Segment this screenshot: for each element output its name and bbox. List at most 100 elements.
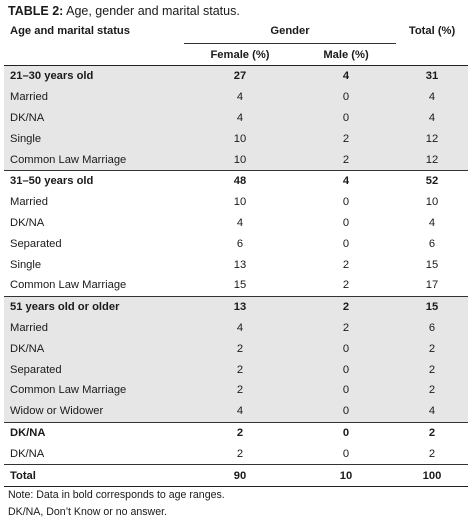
total-cell: 2	[396, 359, 469, 380]
total-cell: 4	[396, 400, 469, 423]
row-label-cell: 21–30 years old	[4, 65, 184, 87]
male-cell: 0	[342, 196, 350, 209]
male-cell: 0	[296, 379, 397, 401]
female-cell: 6	[236, 237, 244, 250]
age-group-row: DK/NA 2 0 2	[4, 421, 469, 444]
row-label-cell: Common Law Marriage	[4, 379, 184, 401]
row-label-cell: Widow or Widower	[4, 400, 184, 423]
table-row: Married 10 0 10	[4, 192, 468, 213]
female-cell: 10	[233, 196, 247, 209]
male-cell: 10	[296, 464, 397, 487]
table-caption-label: TABLE 2:	[8, 4, 64, 18]
table-row: Single 10 2 12	[4, 128, 469, 150]
table-row: Common Law Marriage 10 2 12	[4, 149, 469, 171]
female-cell: 90	[184, 464, 296, 487]
total-cell: 15	[396, 295, 469, 318]
female-cell: 4	[184, 107, 296, 129]
table-notes: Note: Data in bold corresponds to age ra…	[8, 487, 225, 521]
row-label-cell: Separated	[10, 237, 62, 250]
male-header: Male (%)	[296, 43, 397, 66]
male-cell: 2	[296, 128, 397, 150]
female-cell: 4	[184, 317, 296, 339]
female-cell: 10	[184, 128, 296, 150]
total-subheader-spacer	[396, 43, 469, 66]
row-label-cell: DK/NA	[10, 447, 45, 460]
male-cell: 0	[296, 107, 397, 129]
note-bold: Note: Data in bold corresponds to age ra…	[8, 489, 225, 501]
male-cell: 0	[296, 359, 397, 380]
table-row: Single 13 2 15	[4, 254, 468, 275]
total-cell: 12	[396, 149, 469, 171]
total-cell: 2	[396, 379, 469, 401]
male-cell: 0	[296, 86, 397, 108]
note-abbreviation: DK/NA, Don’t Know or no answer.	[8, 506, 167, 518]
table-caption: TABLE 2: Age, gender and marital status.	[8, 4, 240, 18]
total-cell: 15	[425, 258, 439, 271]
female-cell: 15	[233, 279, 247, 292]
total-cell: 17	[425, 279, 439, 292]
row-label-cell: DK/NA	[4, 421, 184, 444]
total-cell: 52	[396, 169, 469, 192]
male-cell: 0	[342, 216, 350, 229]
row-label-cell: Common Law Marriage	[10, 279, 127, 292]
female-cell: 4	[184, 86, 296, 108]
male-cell: 0	[342, 237, 350, 250]
row-label-cell: 51 years old or older	[4, 295, 184, 318]
total-cell: 4	[396, 107, 469, 129]
header-spacer	[4, 43, 184, 66]
table-caption-text: Age, gender and marital status.	[63, 4, 240, 18]
female-cell: 10	[184, 149, 296, 171]
row-label-cell: Common Law Marriage	[4, 149, 184, 171]
total-cell: 2	[396, 421, 469, 444]
table-row: DK/NA 2 0 2	[4, 338, 469, 360]
female-cell: 2	[236, 447, 244, 460]
row-label-cell: 31–50 years old	[4, 169, 184, 192]
table-row: DK/NA 2 0 2	[4, 443, 468, 464]
female-cell: 48	[184, 169, 296, 192]
female-cell: 2	[184, 421, 296, 444]
table-row: Married 4 2 6	[4, 317, 469, 339]
female-cell: 13	[184, 295, 296, 318]
row-label-cell: Single	[4, 128, 184, 150]
total-cell: 6	[396, 317, 469, 339]
female-cell: 13	[233, 258, 247, 271]
table-row: Widow or Widower 4 0 4	[4, 400, 469, 423]
age-group-row: 21–30 years old 27 4 31	[4, 65, 469, 87]
row-label-cell: DK/NA	[10, 216, 45, 229]
table-row: Common Law Marriage 2 0 2	[4, 379, 469, 401]
female-cell: 27	[184, 65, 296, 87]
age-group-row: 31–50 years old 48 4 52	[4, 169, 469, 192]
female-cell: 2	[184, 379, 296, 401]
total-cell: 2	[428, 447, 436, 460]
table-row: Married 4 0 4	[4, 86, 469, 108]
female-cell: 4	[184, 400, 296, 423]
marital-status-table: Age and marital status Gender Total (%) …	[4, 20, 469, 487]
male-cell: 2	[342, 258, 350, 271]
row-label-cell: Total	[4, 464, 184, 487]
total-cell: 4	[396, 86, 469, 108]
male-cell: 0	[296, 421, 397, 444]
female-cell: 4	[236, 216, 244, 229]
row-label-header: Age and marital status	[10, 25, 130, 37]
total-cell: 100	[396, 464, 469, 487]
male-cell: 0	[296, 338, 397, 360]
male-cell: 2	[296, 317, 397, 339]
table-body: 21–30 years old 27 4 31 Married 4 0 4 DK/NA 4 0 4 Si…	[4, 65, 469, 487]
row-label-cell: Married	[4, 86, 184, 108]
row-label-cell: Married	[4, 317, 184, 339]
total-cell: 10	[425, 196, 439, 209]
gender-header: Gender	[184, 20, 397, 44]
total-cell: 31	[396, 65, 469, 87]
female-cell: 2	[184, 338, 296, 360]
male-cell: 0	[296, 400, 397, 423]
row-label-cell: Separated	[4, 359, 184, 380]
table-row: Common Law Marriage 15 2 17	[4, 275, 468, 296]
male-cell: 0	[342, 447, 350, 460]
male-cell: 2	[296, 149, 397, 171]
table-row: Separated 6 0 6	[4, 233, 468, 254]
male-cell: 2	[296, 295, 397, 318]
male-cell: 2	[342, 279, 350, 292]
total-row: Total 90 10 100	[4, 464, 469, 487]
total-cell: 12	[396, 128, 469, 150]
